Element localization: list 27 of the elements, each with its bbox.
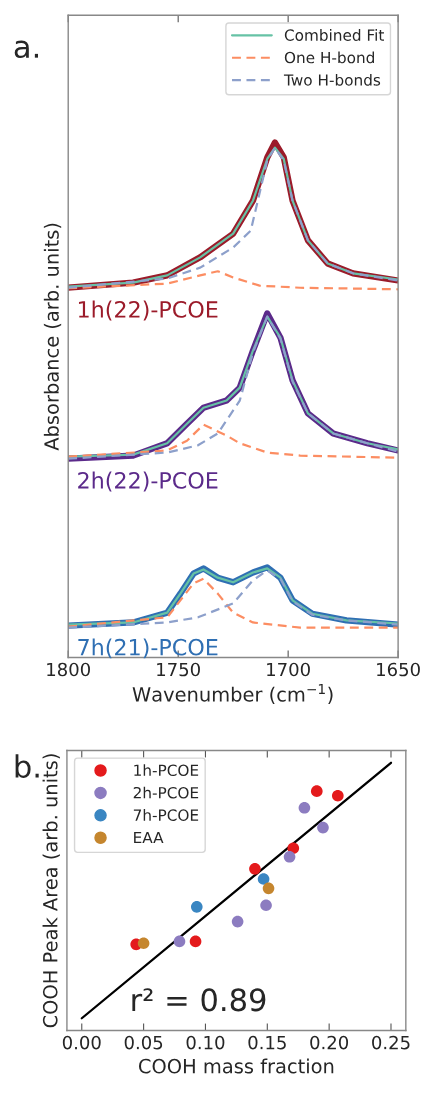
x-tick-label: 1800 (47, 662, 90, 677)
series-label: 2h(22)-PCOE (78, 471, 218, 492)
x-axis-title: COOH mass fraction (138, 1058, 334, 1074)
x-tick-label: 0.15 (248, 1035, 286, 1050)
x-tick-label: 0.25 (372, 1035, 410, 1050)
series-label: 7h(21)-PCOE (78, 638, 218, 659)
y-axis-title: COOH Peak Area (arb. units) (42, 754, 60, 1028)
x-tick-label: 1700 (267, 662, 310, 677)
legend-label: Combined Fit (284, 29, 384, 41)
x-tick-label: 1750 (157, 662, 200, 677)
legend-label: 7h-PCOE (133, 809, 199, 821)
legend-label: Two H-bonds (283, 73, 381, 86)
legend-label: One H-bond (284, 51, 374, 64)
x-tick-label: 0.00 (62, 1035, 101, 1050)
text: b. (15, 754, 39, 778)
legend-label: EAA (134, 831, 164, 844)
x-tick-label: 0.10 (186, 1035, 225, 1050)
text: a. (14, 40, 39, 59)
x-tick-label: 0.20 (310, 1035, 349, 1050)
x-tick-label: 0.05 (124, 1035, 163, 1050)
y-axis-title: Absorbance (arb. units) (43, 223, 62, 451)
legend-label: 1h-PCOE (134, 764, 199, 777)
x-axis-title: Wavenumber (cm$^{−1}$) (132, 684, 333, 704)
annotation: r² = 0.89 (132, 988, 266, 1012)
x-tick-label: 1650 (377, 662, 420, 677)
series-label: 1h(22)-PCOE (78, 300, 218, 321)
legend-label: 2h-PCOE (133, 786, 199, 799)
